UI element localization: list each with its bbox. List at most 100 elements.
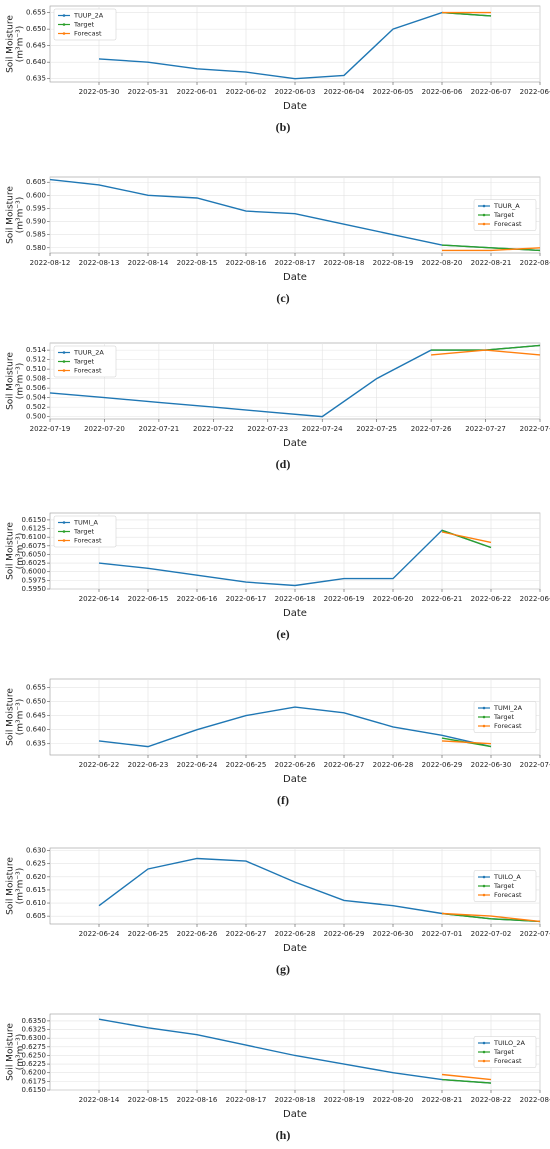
x-tick-label: 2022-06-25 [226, 761, 267, 769]
x-tick-label: 2022-08-15 [177, 259, 218, 267]
x-tick-label: 2022-06-24 [79, 930, 120, 938]
x-tick-label: 2022-06-29 [422, 761, 463, 769]
x-tick-label: 2022-06-26 [177, 930, 218, 938]
x-tick-label: 2022-08-22 [520, 259, 550, 267]
x-tick-label: 2022-08-14 [79, 1096, 120, 1104]
legend-marker [482, 884, 486, 888]
legend-label: TUMI_2A [493, 704, 523, 712]
y-tick-label: 0.600 [26, 191, 46, 199]
legend-label: Target [73, 528, 95, 536]
caption: (d) [276, 457, 291, 471]
x-tick-label: 2022-08-19 [324, 1096, 365, 1104]
series-line [442, 247, 541, 252]
x-tick-label: 2022-06-16 [177, 595, 218, 603]
caption: (c) [276, 291, 289, 305]
y-tick-label: 0.640 [26, 58, 46, 66]
series-line [98, 1018, 492, 1084]
legend-label: TUUR_2A [73, 349, 104, 357]
y-axis-unit: (m³m⁻³) [16, 363, 26, 400]
caption: (f) [277, 793, 289, 807]
x-tick-label: 2022-06-03 [275, 88, 316, 96]
y-tick-label: 0.510 [26, 365, 46, 373]
x-axis-label: Date [283, 101, 307, 112]
chart: 0.605 0.610 0.615 0.620 0.625 0.630 2022-06-24… [6, 847, 550, 976]
series-line [441, 1073, 492, 1081]
y-tick-label: 0.6075 [22, 542, 47, 550]
legend-marker [482, 875, 486, 879]
x-tick-label: 2022-08-12 [30, 259, 71, 267]
x-tick-label: 2022-06-17 [226, 595, 267, 603]
y-axis-label: Soil Moisture [6, 688, 16, 746]
y-axis-label: Soil Moisture [6, 15, 16, 73]
legend-label: TUILO_2A [493, 1039, 526, 1047]
x-tick-label: 2022-06-22 [471, 595, 512, 603]
x-tick-label: 2022-06-19 [324, 595, 365, 603]
legend-box [473, 870, 537, 902]
series-line [98, 529, 492, 587]
x-tick-label: 2022-05-30 [79, 88, 120, 96]
x-tick-label: 2022-08-17 [226, 1096, 267, 1104]
y-tick-label: 0.5975 [22, 576, 47, 584]
y-tick-label: 0.630 [26, 847, 46, 855]
chart: 0.59500.59750.60000.60250.60500.60750.61… [6, 512, 550, 641]
y-tick-label: 0.6325 [22, 1026, 47, 1034]
x-tick-label: 2022-07-01 [520, 761, 550, 769]
y-tick-label: 0.645 [26, 712, 46, 720]
y-axis-unit: (m³m⁻³) [16, 868, 26, 905]
x-tick-label: 2022-06-01 [177, 88, 218, 96]
y-axis-unit: (m³m⁻³) [16, 533, 26, 570]
x-tick-label: 2022-08-17 [275, 259, 316, 267]
legend-label: Target [73, 358, 95, 366]
x-tick-label: 2022-06-30 [373, 930, 414, 938]
x-tick-label: 2022-08-13 [79, 259, 120, 267]
y-tick-label: 0.590 [26, 218, 46, 226]
y-axis-label: Soil Moisture [6, 522, 16, 580]
y-tick-label: 0.645 [26, 42, 46, 50]
x-tick-label: 2022-06-06 [422, 88, 463, 96]
y-tick-label: 0.640 [26, 726, 46, 734]
x-tick-label: 2022-07-19 [30, 425, 71, 433]
legend-marker [62, 14, 66, 17]
y-tick-label: 0.610 [26, 899, 46, 907]
x-tick-label: 2022-07-28 [520, 425, 550, 433]
y-tick-label: 0.512 [26, 356, 46, 364]
x-axis-label: Date [283, 1109, 307, 1120]
x-tick-label: 2022-06-02 [226, 88, 267, 96]
x-tick-label: 2022-07-01 [422, 930, 463, 938]
y-tick-label: 0.6150 [22, 1086, 47, 1094]
x-tick-label: 2022-06-29 [324, 930, 365, 938]
x-tick-label: 2022-07-03 [520, 930, 550, 938]
y-tick-label: 0.5950 [22, 585, 47, 593]
legend-marker [482, 715, 486, 719]
caption: (g) [276, 962, 290, 976]
legend-marker [482, 204, 486, 208]
legend-box [473, 1036, 537, 1068]
y-tick-label: 0.615 [26, 886, 46, 894]
legend-marker [482, 724, 486, 728]
y-tick-label: 0.595 [26, 204, 46, 212]
y-tick-label: 0.605 [26, 912, 46, 920]
y-tick-label: 0.6000 [22, 568, 47, 576]
legend-marker [62, 530, 66, 533]
x-tick-label: 2022-06-04 [324, 88, 365, 96]
legend-label: Target [493, 211, 515, 219]
x-tick-label: 2022-08-14 [128, 259, 169, 267]
legend-label: Forecast [74, 537, 102, 545]
legend-marker [482, 893, 486, 897]
x-tick-label: 2022-07-02 [471, 930, 512, 938]
y-tick-label: 0.6125 [22, 525, 47, 533]
legend-marker [62, 369, 66, 372]
x-axis-label: Date [283, 272, 307, 283]
x-tick-label: 2022-06-21 [422, 595, 463, 603]
legend-label: Target [493, 1048, 515, 1056]
legend-label: TUILO_A [493, 873, 521, 881]
x-tick-label: 2022-07-21 [139, 425, 180, 433]
y-tick-label: 0.500 [26, 413, 46, 421]
x-tick-label: 2022-08-15 [128, 1096, 169, 1104]
y-tick-label: 0.620 [26, 873, 46, 881]
caption: (b) [276, 120, 291, 134]
y-tick-label: 0.605 [26, 178, 46, 186]
series-line [441, 912, 541, 923]
series-line [98, 706, 492, 748]
